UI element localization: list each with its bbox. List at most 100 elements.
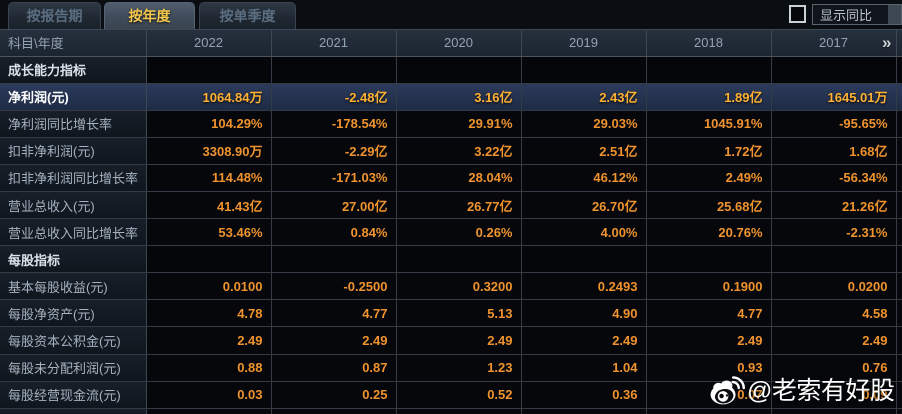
row-label: 营业总收入同比增长率	[8, 225, 139, 241]
value-cell: 4.58	[771, 300, 897, 327]
value-text: 2.49	[862, 332, 888, 348]
value-text: 4.78	[237, 305, 263, 321]
value-text: -171.03%	[331, 170, 388, 186]
value-text: 26.77亿	[466, 198, 513, 214]
tab-by-year[interactable]: 按年度	[104, 2, 195, 29]
year-header-cell: 2019	[522, 30, 647, 56]
value-cell	[771, 246, 897, 273]
value-cell	[521, 56, 647, 83]
value-text: -56.34%	[839, 170, 888, 186]
value-cell: 2.51亿	[521, 137, 647, 164]
value-text: 26.70亿	[591, 198, 638, 214]
table-row: 扣非净利润同比增长率 114.48% -171.03% 28.04% 46.12% 2.4…	[0, 164, 902, 192]
corner-header-cell: 科目\年度	[0, 30, 147, 56]
value-text: 1.04	[612, 360, 638, 376]
row-sliver-cell	[896, 246, 902, 273]
value-text: 1045.91%	[703, 116, 763, 132]
value-cell: 2.49	[146, 327, 272, 354]
value-cell: 114.48%	[146, 164, 272, 191]
value-text: 3.16亿	[474, 90, 513, 106]
value-text: 27.00亿	[341, 198, 388, 214]
value-cell: 41.43亿	[146, 191, 272, 219]
value-text: 0.03	[237, 387, 263, 403]
header-sliver-cell	[897, 30, 902, 56]
value-cell: 2.49	[771, 327, 897, 354]
row-label: 营业总收入(元)	[8, 198, 95, 214]
section-row: 每股指标	[0, 246, 902, 274]
clipped-bottom-row	[0, 408, 902, 414]
value-text: 4.00%	[600, 224, 638, 240]
value-text: 29.03%	[593, 116, 638, 132]
row-label: 每股未分配利润(元)	[8, 361, 121, 377]
show-yoy-checkbox[interactable]	[789, 5, 806, 23]
row-sliver-cell	[896, 354, 902, 381]
value-text: -2.29亿	[344, 144, 388, 160]
value-cell: 4.78	[146, 300, 272, 327]
value-text: 0.0100	[222, 278, 263, 294]
table-row: 净利润(元) 1064.84万 -2.48亿 3.16亿 2.43亿 1.89亿 1645.…	[0, 83, 902, 111]
value-cell: -95.65%	[771, 110, 897, 137]
value-cell: 0.07	[646, 381, 772, 408]
row-label: 成长能力指标	[8, 63, 87, 79]
value-text: 2.49	[237, 332, 263, 348]
value-cell	[646, 408, 772, 414]
value-text: 0.07	[737, 387, 763, 403]
value-cell: 0.25	[271, 381, 397, 408]
row-sliver-cell	[896, 137, 902, 164]
value-text: 4.58	[862, 305, 888, 321]
value-cell: 4.90	[521, 300, 647, 327]
section-row: 成长能力指标	[0, 56, 902, 84]
value-text: 1.89亿	[724, 90, 763, 106]
table-row: 营业总收入(元) 41.43亿 27.00亿 26.77亿 26.70亿 25.68亿 21…	[0, 191, 902, 220]
value-text: -2.48亿	[344, 90, 388, 106]
value-cell: 29.91%	[396, 110, 522, 137]
row-label: 基本每股收益(元)	[8, 279, 108, 295]
year-header-label: 2020	[444, 35, 473, 51]
tab-by-report-period[interactable]: 按报告期	[8, 2, 101, 29]
row-sliver-cell	[896, 408, 902, 414]
row-sliver-cell	[896, 219, 902, 246]
value-text: 0.52	[487, 387, 513, 403]
value-text: 2.51亿	[599, 144, 638, 160]
value-text: 53.46%	[218, 224, 263, 240]
value-cell: 2.49	[271, 327, 397, 354]
value-text: 46.12%	[593, 170, 638, 186]
value-text: 1064.84万	[202, 90, 263, 106]
table-row: 基本每股收益(元) 0.0100 -0.2500 0.3200 0.2493 0.1900…	[0, 273, 902, 301]
table-row: 营业总收入同比增长率 53.46% 0.84% 0.26% 4.00% 20.76% -2.…	[0, 219, 902, 247]
value-cell: 0.1900	[646, 273, 772, 300]
value-cell: 1.23	[396, 354, 522, 381]
value-text: 2.49	[737, 332, 763, 348]
row-label: 扣非净利润(元)	[8, 144, 95, 160]
value-text: 104.29%	[211, 116, 263, 132]
year-header-cell: 2020	[397, 30, 522, 56]
value-text: 4.77	[737, 305, 763, 321]
tab-by-single-quarter[interactable]: 按单季度	[199, 2, 296, 29]
row-sliver-cell	[896, 83, 902, 110]
value-text: 0.25	[362, 387, 388, 403]
show-yoy-toggle[interactable]: 显示同比	[812, 4, 902, 25]
value-cell: -2.29亿	[271, 137, 397, 164]
value-text: 4.77	[362, 305, 388, 321]
table-row: 每股净资产(元) 4.78 4.77 5.13 4.90 4.77 4.58	[0, 300, 902, 328]
financial-table: 科目\年度 2022 2021 2020 2019 2018 2017 » 成长能力指标 净利…	[0, 29, 902, 414]
value-cell: 28.04%	[396, 164, 522, 191]
value-text: 5.13	[487, 305, 513, 321]
value-text: 20.76%	[718, 224, 763, 240]
value-text: 2.49%	[725, 170, 763, 186]
row-label-cell: 营业总收入同比增长率	[0, 219, 147, 246]
table-row: 每股经营现金流(元) 0.03 0.25 0.52 0.36 0.07 0.09	[0, 381, 902, 409]
value-text: 2.49	[612, 332, 638, 348]
row-label-cell: 每股净资产(元)	[0, 300, 147, 327]
row-label-cell: 扣非净利润同比增长率	[0, 164, 147, 191]
value-cell	[271, 56, 397, 83]
value-cell	[771, 56, 897, 83]
value-cell: 3.22亿	[396, 137, 522, 164]
row-label: 每股指标	[8, 252, 61, 268]
value-cell: 0.0100	[146, 273, 272, 300]
value-text: -2.31%	[846, 224, 888, 240]
value-cell: 1.72亿	[646, 137, 772, 164]
more-years-icon[interactable]: »	[882, 32, 892, 52]
value-cell	[771, 408, 897, 414]
value-cell: 0.84%	[271, 219, 397, 246]
